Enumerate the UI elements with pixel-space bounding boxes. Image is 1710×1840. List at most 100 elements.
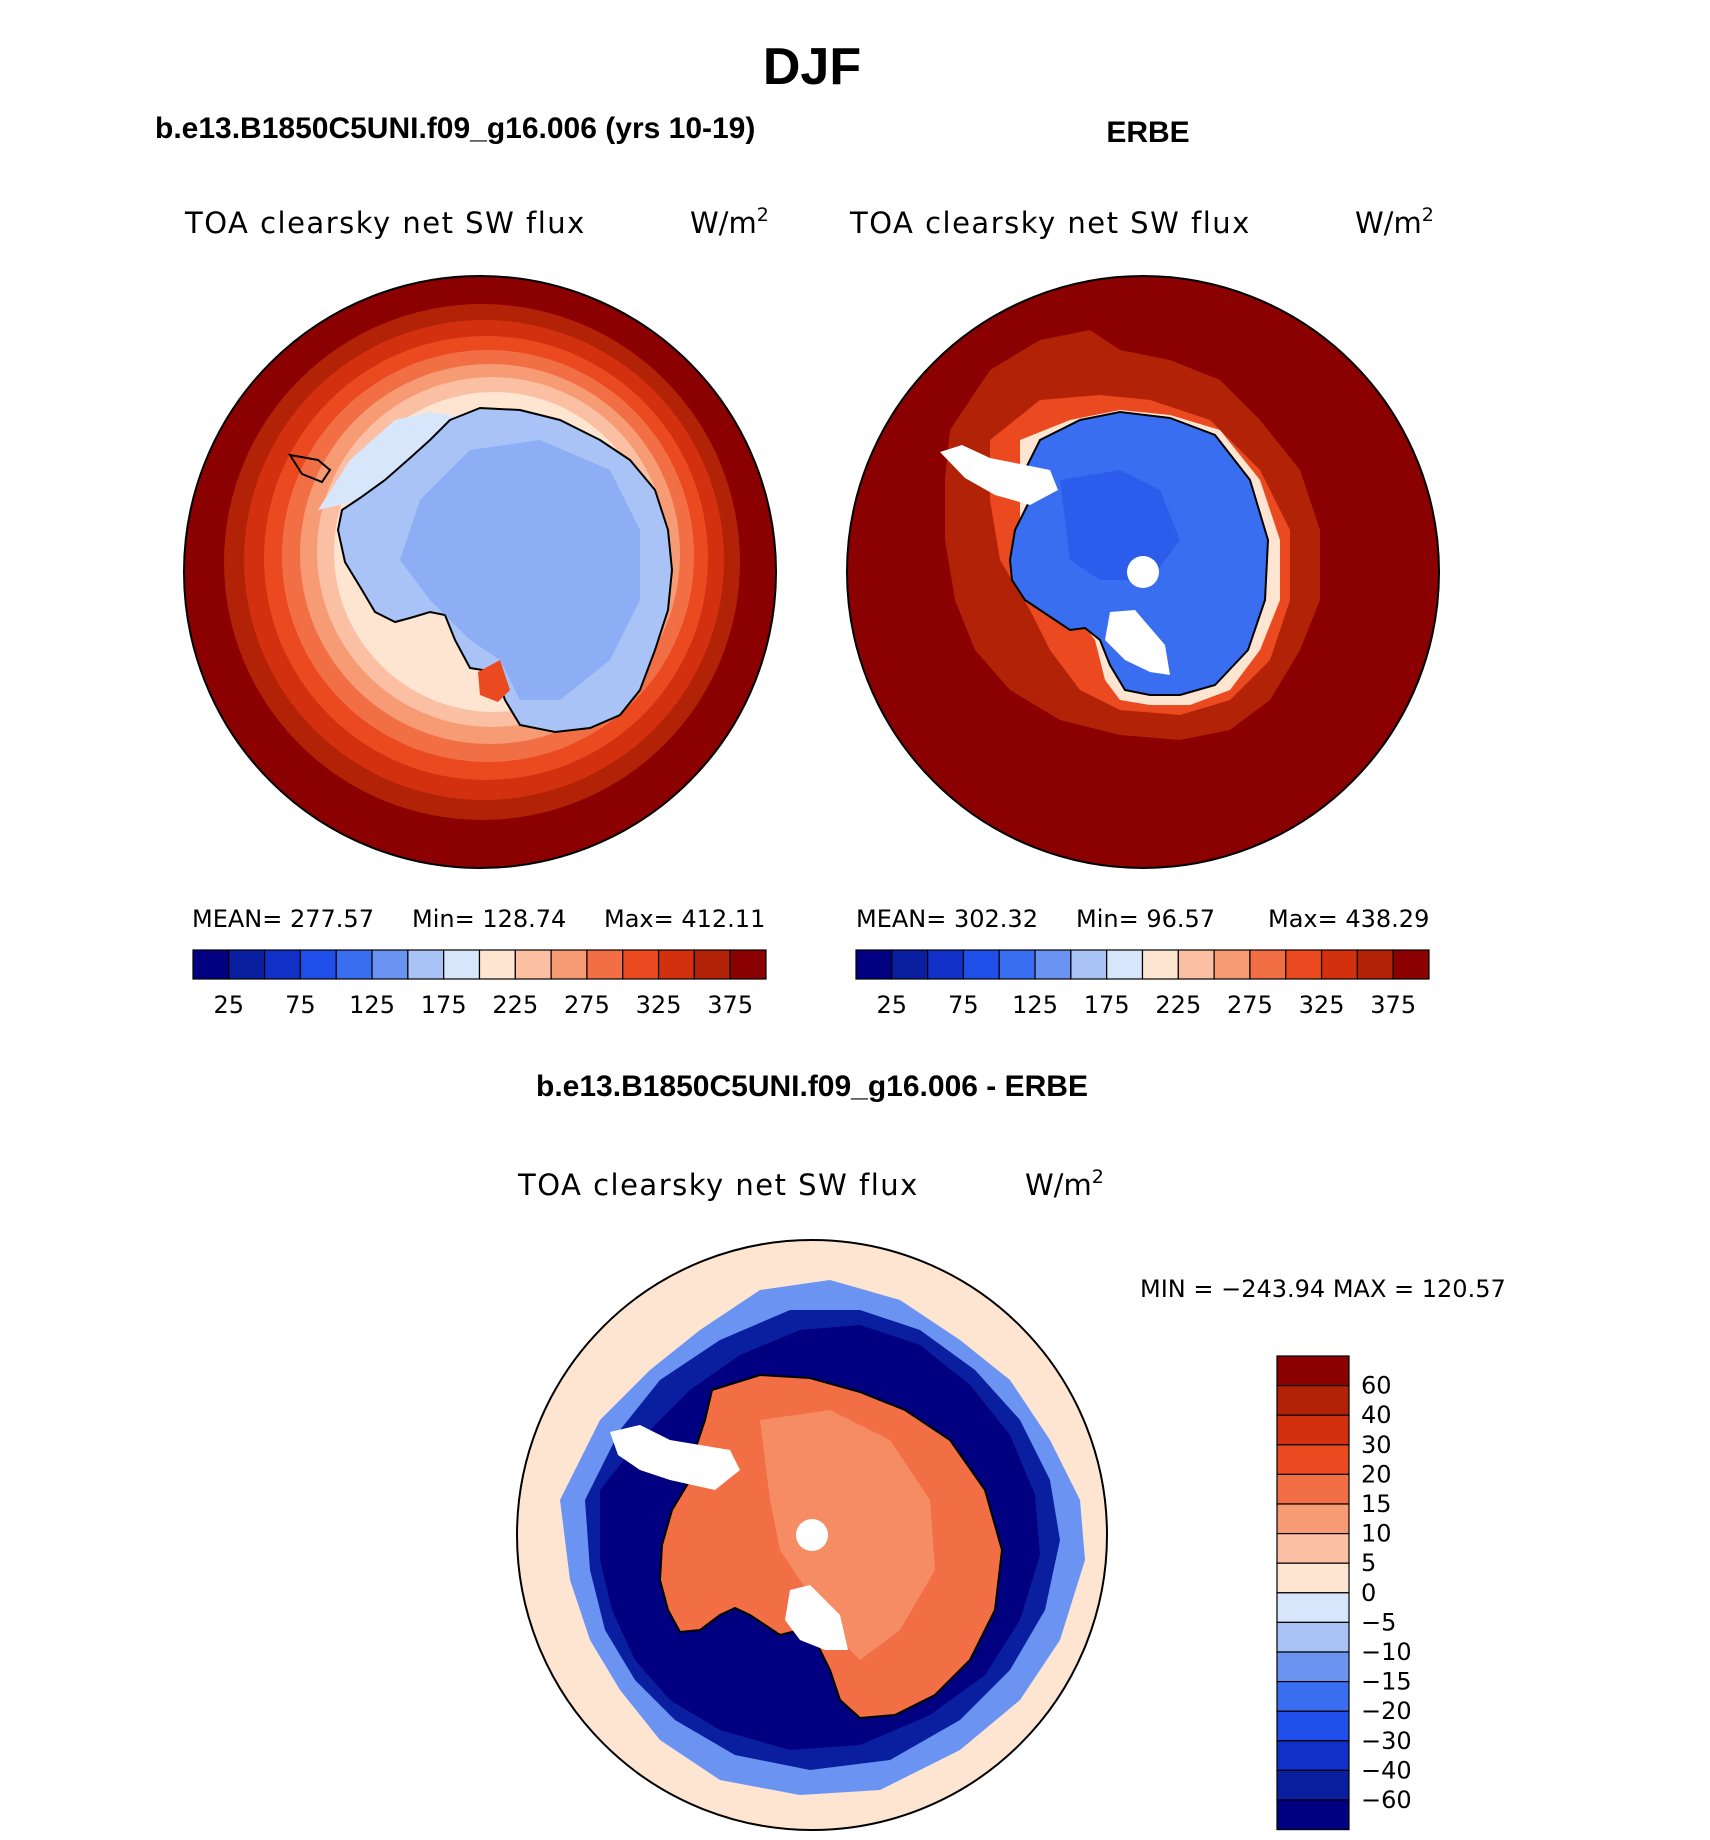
colorbar-swatch xyxy=(962,949,1000,980)
panel-model-map xyxy=(184,276,776,868)
colorbar-tick-label: 275 xyxy=(1227,991,1273,1019)
panel-diff-map xyxy=(517,1240,1107,1830)
colorbar-swatch xyxy=(1392,949,1430,980)
colorbar-swatch xyxy=(891,949,929,980)
colorbar-swatch xyxy=(1276,1799,1350,1831)
colorbar-tick-label: −60 xyxy=(1361,1786,1412,1814)
colorbar-swatch xyxy=(657,949,695,980)
panel-model: b.e13.B1850C5UNI.f09_g16.006 (yrs 10-19)… xyxy=(155,112,777,1019)
panel-diff: b.e13.B1850C5UNI.f09_g16.006 - ERBE TOA … xyxy=(516,1070,1506,1831)
colorbar-tick-label: 125 xyxy=(349,991,395,1019)
colorbar-tick-label: 75 xyxy=(948,991,979,1019)
colorbar-swatch xyxy=(1276,1740,1350,1772)
colorbar-swatch xyxy=(1276,1355,1350,1387)
panel-model-case-title: b.e13.B1850C5UNI.f09_g16.006 (yrs 10-19) xyxy=(155,112,755,145)
colorbar-tick-label: 10 xyxy=(1361,1520,1392,1548)
colorbar-swatch xyxy=(1249,949,1287,980)
colorbar-tick-label: 275 xyxy=(564,991,610,1019)
colorbar-tick-label: 325 xyxy=(1299,991,1345,1019)
colorbar-tick-label: 375 xyxy=(1370,991,1416,1019)
colorbar-swatch xyxy=(1276,1532,1350,1564)
colorbar-swatch xyxy=(1276,1562,1350,1594)
colorbar-swatch xyxy=(1276,1414,1350,1446)
panel-diff-minmax: MIN = −243.94 MAX = 120.57 xyxy=(1140,1275,1506,1303)
colorbar-tick-label: 60 xyxy=(1361,1372,1392,1400)
colorbar-tick-label: 20 xyxy=(1361,1460,1392,1488)
colorbar-swatch xyxy=(927,949,965,980)
panel-model-stats: MEAN= 277.57 Min= 128.74 Max= 412.11 xyxy=(192,905,765,933)
stat-mean: MEAN= 277.57 xyxy=(192,905,374,933)
colorbar-swatch xyxy=(478,949,516,980)
colorbar-swatch xyxy=(228,949,266,980)
colorbar-swatch xyxy=(1276,1710,1350,1742)
colorbar-tick-label: 0 xyxy=(1361,1579,1376,1607)
colorbar-swatch xyxy=(622,949,660,980)
panel-diff-units: W/m2 xyxy=(1025,1166,1104,1202)
colorbar-tick-label: 25 xyxy=(214,991,245,1019)
colorbar-swatch xyxy=(1106,949,1144,980)
colorbar-swatch xyxy=(1276,1680,1350,1712)
colorbar-swatch xyxy=(192,949,230,980)
colorbar-tick-label: −10 xyxy=(1361,1638,1412,1666)
colorbar-swatch xyxy=(1034,949,1072,980)
colorbar-tick-label: −5 xyxy=(1361,1608,1396,1636)
panel-obs-colorbar: 25 75 125 175 225 275 325 375 xyxy=(855,949,1430,1019)
panel-obs-units: W/m2 xyxy=(1355,204,1434,240)
colorbar-swatch xyxy=(1070,949,1108,980)
colorbar-swatch xyxy=(407,949,445,980)
figure-title: DJF xyxy=(763,38,861,96)
colorbar-swatch xyxy=(1213,949,1251,980)
panel-diff-variable: TOA clearsky net SW flux xyxy=(517,1168,919,1202)
colorbar-swatch xyxy=(1276,1592,1350,1624)
colorbar-tick-label: −30 xyxy=(1361,1727,1412,1755)
colorbar-swatch xyxy=(586,949,624,980)
colorbar-tick-label: 5 xyxy=(1361,1549,1376,1577)
colorbar-swatch xyxy=(998,949,1036,980)
colorbar-swatch xyxy=(1276,1444,1350,1476)
colorbar-tick-label: −15 xyxy=(1361,1668,1412,1696)
colorbar-tick-label: 30 xyxy=(1361,1431,1392,1459)
panel-obs-map xyxy=(847,276,1439,868)
panel-obs-case-title: ERBE xyxy=(1106,116,1189,149)
colorbar-swatch xyxy=(264,949,302,980)
colorbar-swatch xyxy=(729,949,767,980)
colorbar-swatch xyxy=(1276,1384,1350,1416)
stat-max: Max= 438.29 xyxy=(1268,905,1429,933)
stat-max: Max= 412.11 xyxy=(604,905,765,933)
colorbar-swatch xyxy=(1177,949,1215,980)
colorbar-tick-label: 15 xyxy=(1361,1490,1392,1518)
colorbar-tick-label: 40 xyxy=(1361,1401,1392,1429)
panel-model-variable: TOA clearsky net SW flux xyxy=(184,206,586,240)
panel-model-units: W/m2 xyxy=(690,204,769,240)
colorbar-tick-label: 75 xyxy=(285,991,316,1019)
colorbar-swatch xyxy=(443,949,481,980)
panel-obs: ERBE TOA clearsky net SW flux W/m2 MEAN=… xyxy=(846,116,1440,1019)
panel-obs-variable: TOA clearsky net SW flux xyxy=(849,206,1251,240)
colorbar-tick-label: 25 xyxy=(877,991,908,1019)
colorbar-swatch xyxy=(550,949,588,980)
colorbar-swatch xyxy=(1276,1621,1350,1653)
colorbar-swatch xyxy=(1276,1651,1350,1683)
colorbar-swatch xyxy=(1276,1503,1350,1535)
colorbar-swatch xyxy=(299,949,337,980)
colorbar-swatch xyxy=(1276,1769,1350,1801)
colorbar-swatch xyxy=(855,949,893,980)
colorbar-tick-label: −20 xyxy=(1361,1697,1412,1725)
panel-diff-case-title: b.e13.B1850C5UNI.f09_g16.006 - ERBE xyxy=(536,1070,1088,1103)
colorbar-tick-label: 225 xyxy=(492,991,538,1019)
colorbar-swatch xyxy=(1356,949,1394,980)
stat-min: Min= 128.74 xyxy=(412,905,566,933)
colorbar-tick-label: 325 xyxy=(636,991,682,1019)
colorbar-swatch xyxy=(1141,949,1179,980)
stat-min: Min= 96.57 xyxy=(1076,905,1215,933)
colorbar-swatch xyxy=(514,949,552,980)
colorbar-tick-label: 375 xyxy=(707,991,753,1019)
stat-mean: MEAN= 302.32 xyxy=(856,905,1038,933)
colorbar-tick-label: −40 xyxy=(1361,1756,1412,1784)
colorbar-swatch xyxy=(693,949,731,980)
colorbar-tick-label: 225 xyxy=(1155,991,1201,1019)
colorbar-tick-label: 125 xyxy=(1012,991,1058,1019)
panel-obs-stats: MEAN= 302.32 Min= 96.57 Max= 438.29 xyxy=(856,905,1429,933)
